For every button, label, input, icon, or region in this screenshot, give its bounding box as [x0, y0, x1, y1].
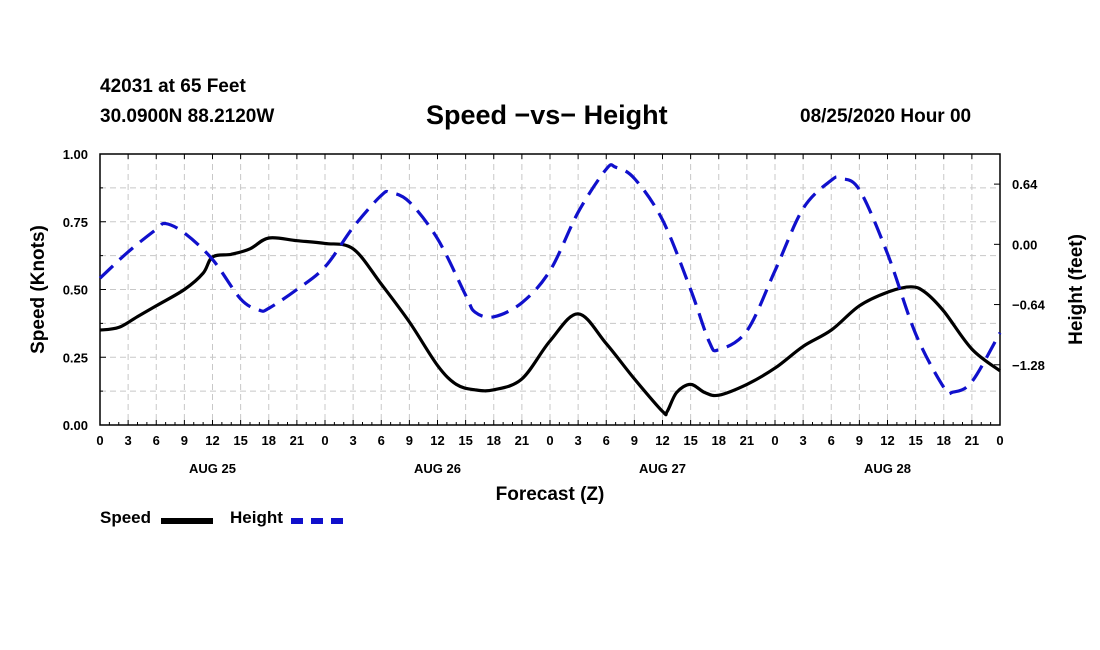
x-tick-label: 12	[430, 433, 444, 448]
y-axis-left-title: Speed (Knots)	[28, 225, 49, 354]
x-tick-label: 21	[740, 433, 754, 448]
x-tick-label: 9	[181, 433, 188, 448]
x-tick-label: 0	[996, 433, 1003, 448]
x-tick-label: 3	[125, 433, 132, 448]
x-tick-label: 6	[603, 433, 610, 448]
x-tick-label: 18	[937, 433, 951, 448]
series-line-speed	[99, 236, 1001, 417]
x-tick-label: 21	[515, 433, 529, 448]
y-right-tick-label: −1.28	[1012, 358, 1045, 373]
x-tick-label: 12	[655, 433, 669, 448]
y-right-tick-label: 0.00	[1012, 237, 1037, 252]
x-day-label: AUG 26	[414, 461, 461, 476]
x-tick-label: 15	[908, 433, 922, 448]
x-tick-label: 0	[546, 433, 553, 448]
y-axis-right-title: Height (feet)	[1066, 234, 1087, 345]
x-tick-label: 12	[880, 433, 894, 448]
x-tick-label: 6	[828, 433, 835, 448]
x-tick-label: 9	[406, 433, 413, 448]
series	[98, 163, 1002, 417]
x-tick-label: 3	[350, 433, 357, 448]
x-tick-label: 18	[712, 433, 726, 448]
y-right-tick-label: −0.64	[1012, 298, 1046, 313]
chart-title: Speed −vs− Height	[426, 100, 668, 130]
y-left-tick-label: 0.75	[63, 215, 88, 230]
y-left-tick-label: 1.00	[63, 147, 88, 162]
series-line-height	[98, 163, 1002, 396]
x-tick-label: 9	[856, 433, 863, 448]
x-tick-label: 3	[800, 433, 807, 448]
legend-height-label: Height	[230, 508, 283, 527]
x-tick-label: 0	[771, 433, 778, 448]
y-left-tick-label: 0.00	[63, 418, 88, 433]
y-left-tick-label: 0.25	[63, 350, 88, 365]
x-tick-label: 18	[487, 433, 501, 448]
x-tick-label: 15	[458, 433, 472, 448]
x-tick-label: 15	[683, 433, 697, 448]
legend-speed-label: Speed	[100, 508, 152, 527]
station-coordinates: 30.0900N 88.2120W	[100, 106, 275, 127]
x-tick-label: 3	[575, 433, 582, 448]
x-tick-label: 0	[96, 433, 103, 448]
x-tick-label: 15	[233, 433, 247, 448]
x-day-label: AUG 27	[639, 461, 686, 476]
axis-ticks: 0 3 6 9 12 15 18 21 0 3 6 9 12 15 18 21 0 3 6 9 12 15 18 21 0 3 6 9…	[63, 147, 1046, 476]
x-tick-label: 12	[205, 433, 219, 448]
x-tick-label: 21	[965, 433, 979, 448]
x-tick-label: 6	[378, 433, 385, 448]
y-right-tick-label: 0.64	[1012, 177, 1038, 192]
x-tick-label: 21	[290, 433, 304, 448]
grid	[100, 154, 1000, 425]
x-tick-label: 0	[321, 433, 328, 448]
forecast-timestamp: 08/25/2020 Hour 00	[800, 106, 972, 127]
x-tick-label: 6	[153, 433, 160, 448]
x-axis-title: Forecast (Z)	[496, 484, 605, 505]
x-tick-label: 18	[262, 433, 276, 448]
x-day-label: AUG 25	[189, 461, 236, 476]
legend-height-swatch	[291, 518, 343, 524]
x-day-label: AUG 28	[864, 461, 911, 476]
station-label: 42031 at 65 Feet	[100, 76, 246, 97]
y-left-tick-label: 0.50	[63, 283, 88, 298]
legend-speed-swatch	[161, 518, 213, 524]
x-tick-label: 9	[631, 433, 638, 448]
